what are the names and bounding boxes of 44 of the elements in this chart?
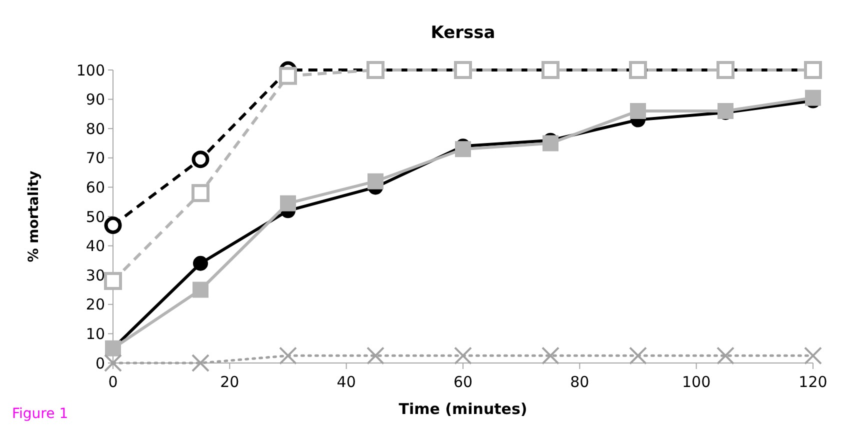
x-tick-label: 80: [570, 373, 590, 391]
point: [192, 150, 210, 168]
point: [104, 354, 122, 372]
point: [630, 103, 646, 120]
point: [629, 346, 647, 365]
point: [368, 173, 384, 190]
point: [805, 90, 821, 106]
y-tick-label: 30: [86, 266, 105, 284]
point: [716, 346, 734, 365]
point: [193, 256, 208, 271]
point: [542, 346, 560, 365]
point: [192, 354, 210, 372]
point: [280, 195, 296, 212]
x-axis-title: Time (minutes): [398, 400, 528, 418]
caption: Figure 1: [12, 406, 68, 422]
y-tick-label: 10: [86, 324, 105, 343]
point: [192, 184, 210, 202]
point: [279, 66, 297, 85]
point: [104, 272, 122, 290]
point: [454, 346, 472, 365]
y-tick-label: 20: [86, 296, 105, 314]
y-tick-label: 80: [86, 120, 105, 138]
point: [104, 216, 122, 234]
y-tick-label: 70: [86, 149, 105, 168]
x-tick-label: 20: [220, 373, 240, 391]
y-tick-label: 60: [86, 178, 105, 196]
y-tick-label: 100: [76, 61, 105, 80]
x-tick-label: 120: [798, 373, 828, 391]
chart-title: Kerssa: [430, 23, 496, 43]
point: [279, 346, 297, 365]
x-tick-label: 40: [336, 373, 356, 391]
point: [192, 282, 208, 298]
x-tick-label: 60: [453, 373, 473, 391]
point: [366, 346, 384, 365]
point: [542, 135, 558, 152]
point: [804, 346, 822, 365]
y-tick-label: 40: [86, 237, 105, 256]
x-tick-label: 100: [682, 373, 711, 391]
y-tick-label: 50: [86, 208, 105, 226]
x-tick-label: 0: [108, 373, 118, 391]
y-axis-title: % mortality: [26, 170, 42, 262]
y-tick-label: 90: [86, 90, 105, 109]
y-tick-label: 0: [95, 354, 105, 372]
point: [455, 141, 471, 158]
